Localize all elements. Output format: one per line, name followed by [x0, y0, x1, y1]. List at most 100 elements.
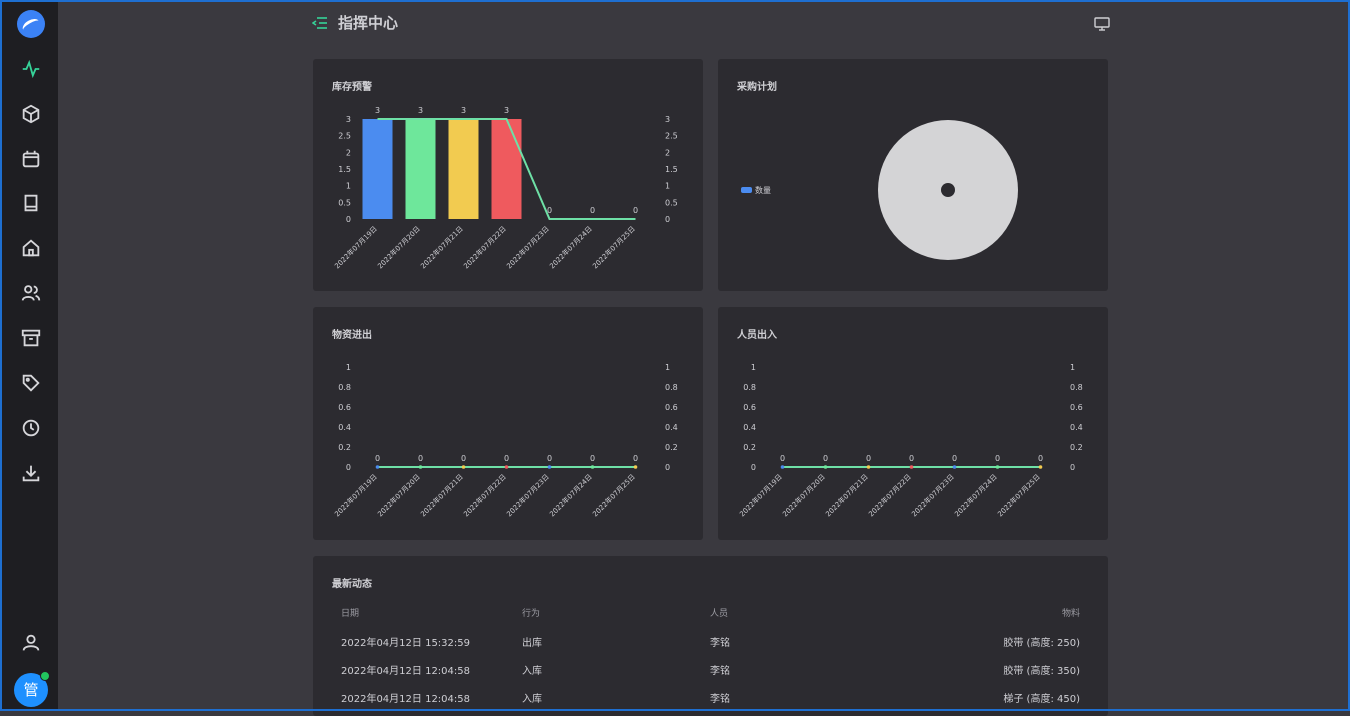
data-label: 0	[995, 454, 1000, 463]
download-icon[interactable]	[20, 462, 42, 484]
y-tick-right: 0.2	[1070, 443, 1083, 452]
monitor-icon[interactable]	[1094, 16, 1110, 31]
x-tick-label: 2022年07月25日	[590, 472, 636, 518]
y-tick-left: 1.5	[338, 165, 351, 174]
data-point	[952, 465, 957, 469]
table-row[interactable]: 2022年04月12日 12:04:58 入库 李铭 梯子 (高度: 450)	[332, 690, 1097, 710]
data-label: 0	[909, 454, 914, 463]
y-tick-left: 1	[751, 363, 756, 372]
y-tick-right: 1.5	[665, 165, 678, 174]
x-tick-label: 2022年07月21日	[823, 472, 869, 518]
card-title: 库存预警	[332, 82, 372, 93]
y-tick-left: 0.2	[338, 443, 351, 452]
purchase-plan-card: 采购计划 数量	[718, 59, 1108, 291]
data-point	[909, 465, 914, 469]
card-title: 最新动态	[332, 579, 372, 590]
logo	[17, 10, 45, 38]
y-tick-left: 1	[346, 363, 351, 372]
y-tick-right: 0.8	[665, 383, 678, 392]
y-tick-left: 0.8	[743, 383, 756, 392]
y-tick-left: 0	[751, 463, 756, 472]
calendar-icon[interactable]	[20, 148, 42, 170]
col-material: 物料	[1061, 609, 1080, 619]
data-label: 0	[1038, 454, 1043, 463]
y-tick-left: 0	[346, 463, 351, 472]
y-tick-left: 1	[346, 182, 351, 191]
cube-icon[interactable]	[20, 103, 42, 125]
data-point	[504, 465, 509, 469]
data-point	[866, 465, 871, 469]
online-status-dot	[40, 671, 50, 681]
table-row[interactable]: 2022年04月12日 15:32:59 出库 李铭 胶带 (高度: 250)	[332, 634, 1097, 654]
data-label: 0	[823, 454, 828, 463]
x-tick-label: 2022年07月25日	[590, 224, 636, 270]
row-material: 胶带 (高度: 350)	[1003, 666, 1080, 677]
data-label: 0	[461, 454, 466, 463]
stock-warning-card: 库存预警 0 0 0.5 0.5 1 1 1.5 1.5 2 2 2.5 2.5 3 3 3 3 3 3 0 0 0 20…	[313, 59, 703, 291]
pie-center-hole	[941, 183, 955, 197]
data-label: 3	[461, 106, 466, 115]
y-tick-right: 0	[1070, 463, 1075, 472]
data-point	[418, 465, 423, 469]
row-person: 李铭	[710, 638, 730, 649]
data-point	[995, 465, 1000, 469]
menu-fold-icon[interactable]	[311, 15, 328, 31]
y-tick-right: 0.6	[1070, 403, 1083, 412]
archive-icon[interactable]	[20, 327, 42, 349]
book-icon[interactable]	[20, 192, 42, 214]
activity-icon[interactable]	[20, 58, 42, 80]
data-label: 0	[504, 454, 509, 463]
personnel-flow-chart: 0 00.2 0.20.4 0.40.6 0.60.8 0.81 10 0 0 0 0 0 02022年…	[737, 363, 1083, 518]
y-tick-left: 0.5	[338, 198, 351, 207]
y-tick-right: 2	[665, 148, 670, 157]
data-label: 0	[547, 206, 552, 215]
y-tick-right: 1	[665, 182, 670, 191]
y-tick-left: 0.4	[338, 423, 351, 432]
x-tick-label: 2022年07月19日	[737, 472, 783, 518]
row-material: 胶带 (高度: 250)	[1003, 638, 1080, 649]
x-tick-label: 2022年07月24日	[952, 472, 998, 518]
user-icon[interactable]	[20, 632, 42, 654]
clock-icon[interactable]	[20, 417, 42, 439]
purchase-plan-chart: 数量	[741, 120, 1018, 260]
y-tick-right: 0.8	[1070, 383, 1083, 392]
table-header: 日期 行为 人员 物料	[332, 606, 1097, 626]
table-row[interactable]: 2022年04月12日 12:04:58 入库 李铭 胶带 (高度: 350)	[332, 662, 1097, 682]
row-action: 入库	[522, 666, 542, 677]
col-date: 日期	[341, 609, 360, 619]
data-point	[1038, 465, 1043, 469]
y-tick-right: 0	[665, 463, 670, 472]
users-icon[interactable]	[20, 282, 42, 304]
data-label: 3	[418, 106, 423, 115]
y-tick-left: 0.4	[743, 423, 756, 432]
data-label: 0	[590, 206, 595, 215]
y-tick-left: 0.2	[743, 443, 756, 452]
legend-label[interactable]: 数量	[755, 185, 771, 195]
row-date: 2022年04月12日 15:32:59	[341, 638, 470, 649]
data-point	[461, 465, 466, 469]
x-tick-label: 2022年07月21日	[418, 224, 464, 270]
data-point	[375, 465, 380, 469]
data-label: 0	[633, 454, 638, 463]
tag-icon[interactable]	[20, 372, 42, 394]
y-tick-left: 0.6	[338, 403, 351, 412]
y-tick-left: 0	[346, 215, 351, 224]
row-action: 出库	[522, 638, 542, 649]
y-tick-right: 0.6	[665, 403, 678, 412]
y-tick-left: 2.5	[338, 132, 351, 141]
y-tick-right: 0.5	[665, 198, 678, 207]
x-tick-label: 2022年07月25日	[995, 472, 1041, 518]
legend-swatch[interactable]	[741, 187, 752, 193]
data-point	[780, 465, 785, 469]
card-title: 物资进出	[332, 330, 372, 341]
x-tick-label: 2022年07月23日	[909, 472, 955, 518]
y-tick-left: 3	[346, 115, 351, 124]
home-icon[interactable]	[20, 237, 42, 259]
bar	[362, 119, 393, 219]
row-person: 李铭	[710, 694, 730, 705]
series-line	[377, 118, 636, 220]
stock-warning-chart: 0 00.5 0.51 11.5 1.52 22.5 2.53 33 3 3 30 0 02022年07…	[332, 106, 678, 270]
row-person: 李铭	[710, 666, 730, 677]
row-material: 梯子 (高度: 450)	[1003, 694, 1080, 705]
data-point	[633, 465, 638, 469]
